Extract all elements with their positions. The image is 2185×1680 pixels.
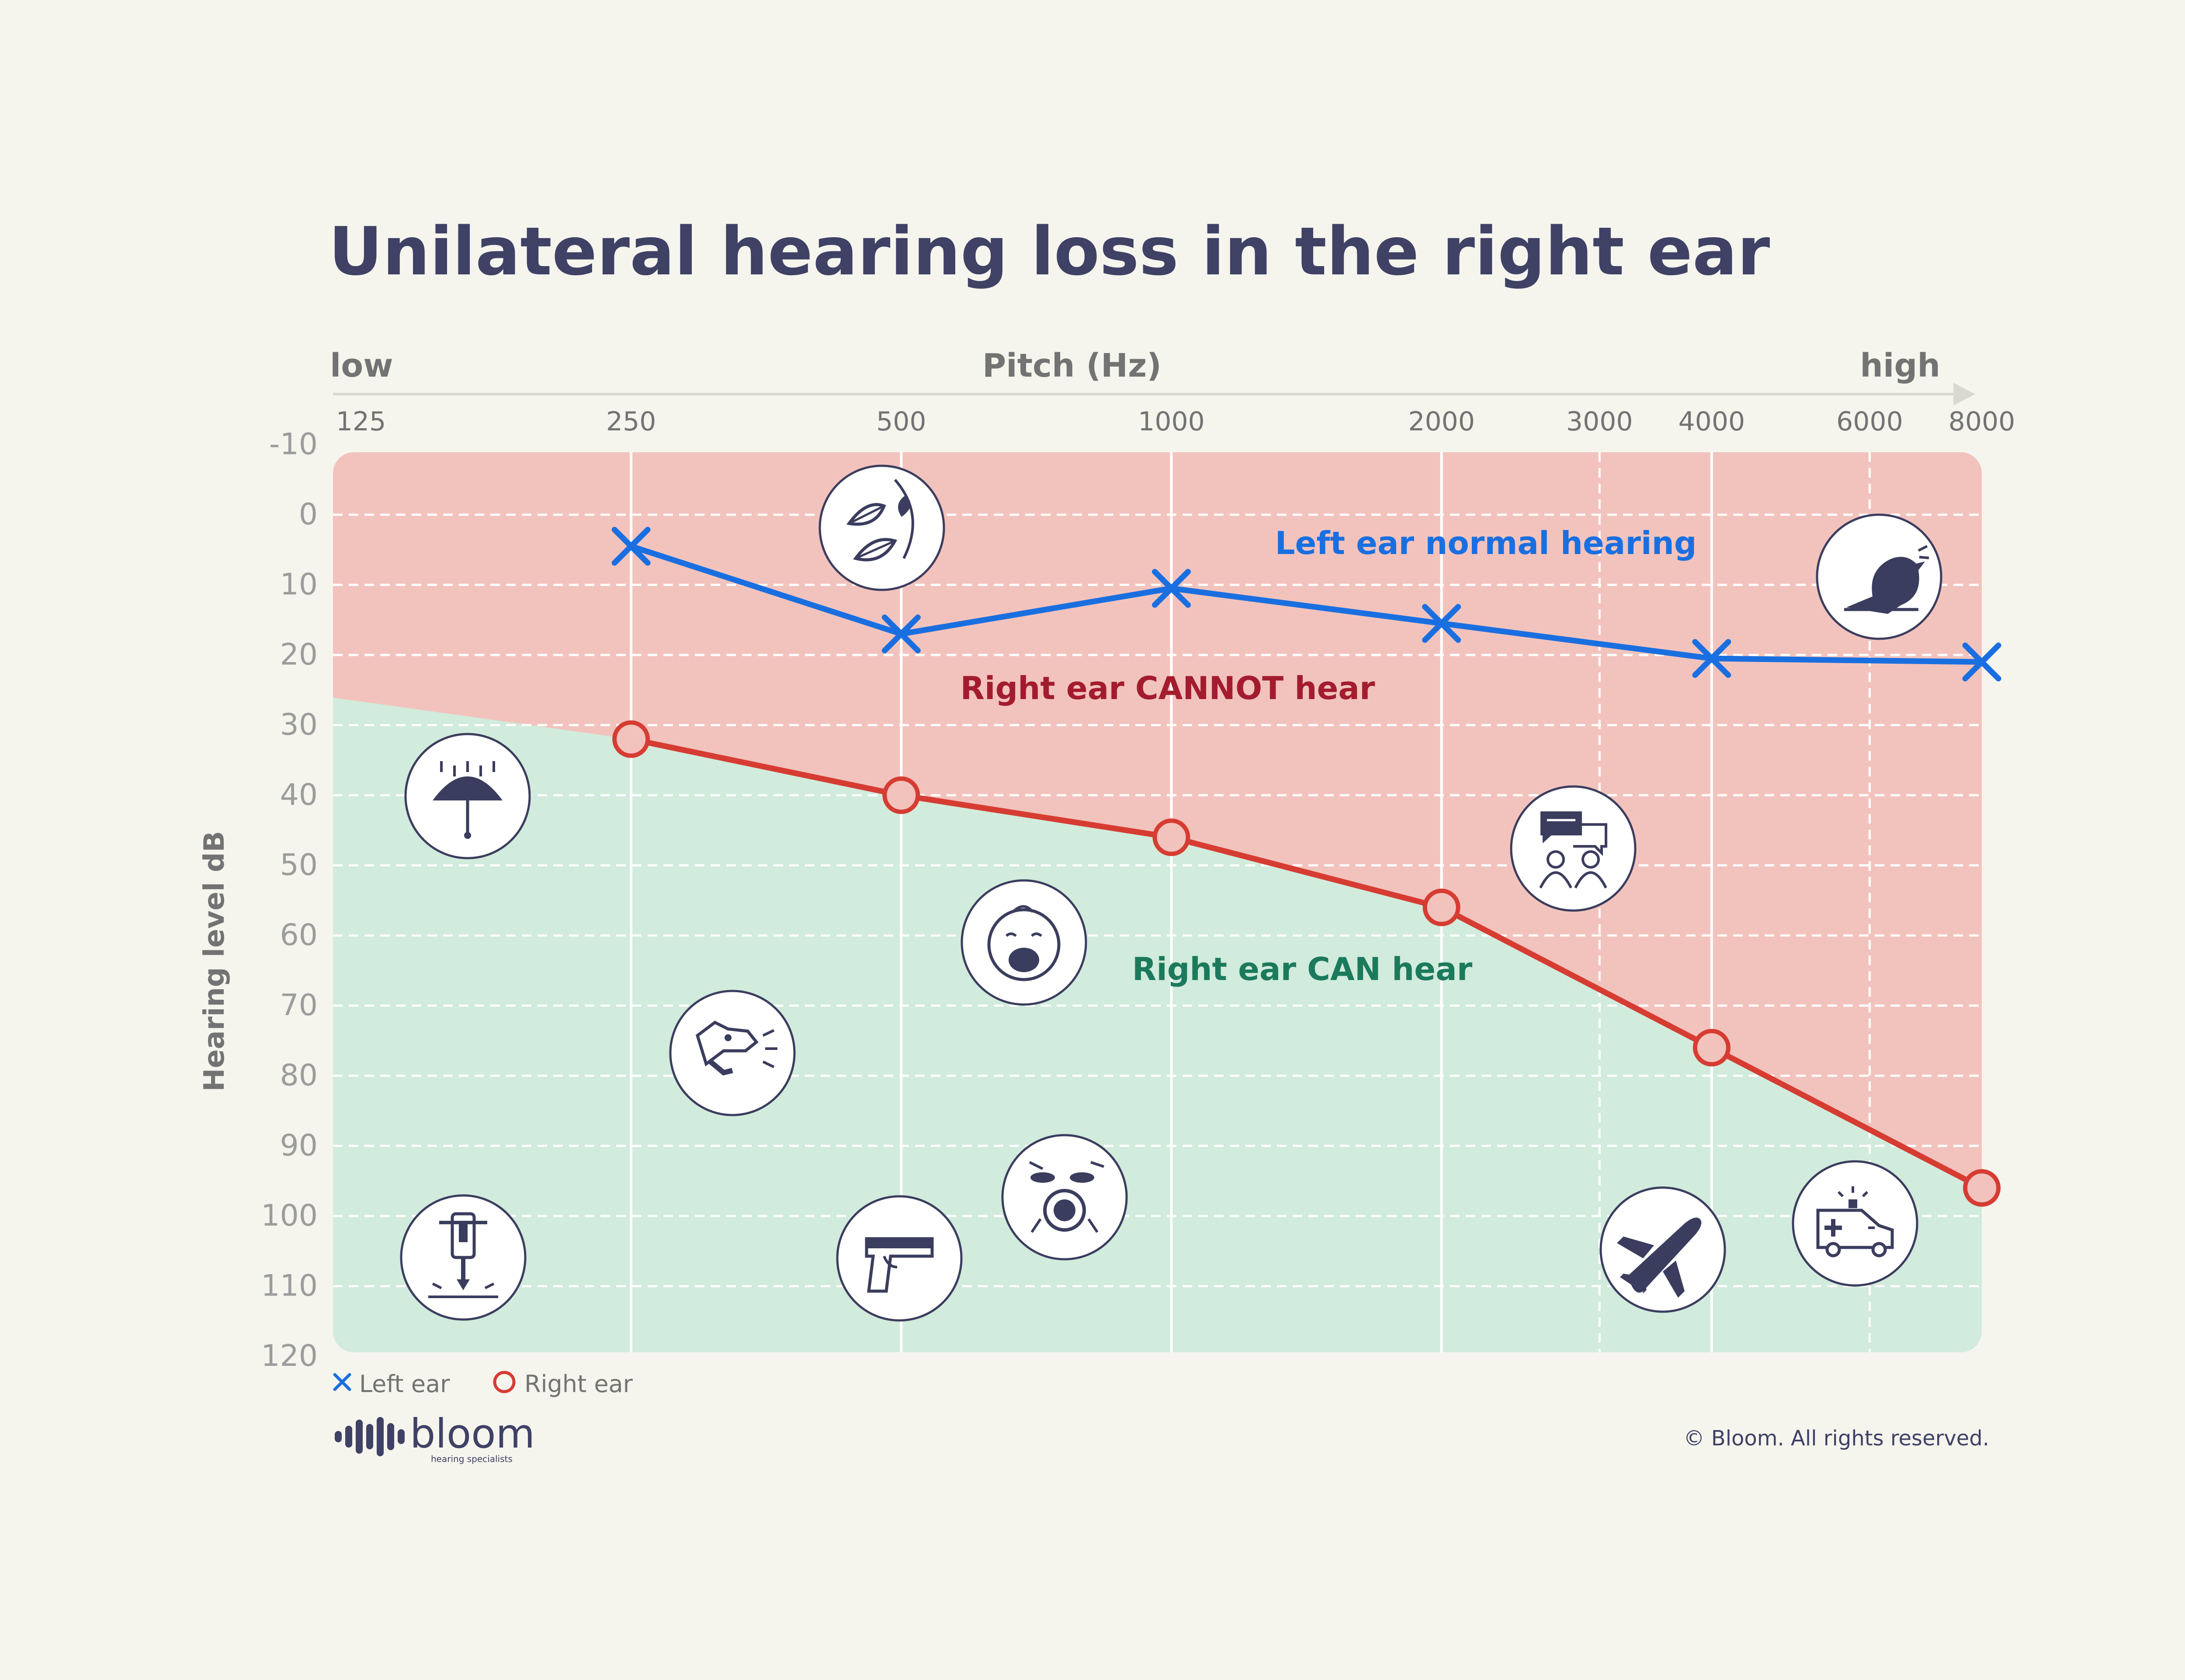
can-hear-label: Right ear CAN hear — [1132, 951, 1473, 987]
airplane-icon — [1599, 1186, 1726, 1313]
left-ear-normal-label: Left ear normal hearing — [1275, 525, 1697, 561]
right-ear-point — [1693, 1029, 1731, 1067]
x-axis-title: Pitch (Hz) — [982, 347, 1162, 384]
bloom-logo: bloom hearing specialists — [335, 1410, 535, 1464]
left-ear-point — [1692, 639, 1731, 678]
series-layer — [611, 527, 2001, 1207]
bloom-waveform-icon — [335, 1417, 405, 1456]
y-tick-label: 80 — [280, 1058, 318, 1093]
y-tick-label: 10 — [280, 568, 318, 602]
right-ear-point — [882, 776, 920, 814]
x-axis-high-label: high — [1860, 347, 1940, 384]
ambulance-icon — [1792, 1160, 1918, 1287]
y-tick-label: 0 — [299, 497, 318, 532]
y-axis-title: Hearing level dB — [198, 831, 231, 1092]
y-tick-label: 100 — [261, 1199, 318, 1233]
x-tick-label: 1000 — [1138, 406, 1205, 437]
legend-left-ear-label: Left ear — [359, 1370, 450, 1398]
x-tick-label: 2000 — [1408, 406, 1475, 437]
x-axis-arrowhead — [1953, 383, 1975, 405]
y-tick-label: 40 — [280, 778, 318, 812]
legend-right-ear-marker — [493, 1371, 516, 1393]
barking-dog-icon — [669, 990, 796, 1116]
left-ear-point — [881, 614, 921, 654]
sound-icons — [400, 464, 1942, 1322]
rain-umbrella-icon — [404, 733, 531, 859]
left-ear-point — [611, 527, 651, 566]
cannot-hear-label: Right ear CANNOT hear — [960, 670, 1375, 707]
left-ear-point — [1962, 642, 2001, 682]
brand-name: bloom — [410, 1410, 535, 1457]
x-tick-label: 250 — [606, 406, 656, 437]
horizontal-grid — [333, 513, 1982, 1287]
left-ear-point — [1422, 604, 1461, 643]
right-ear-line — [630, 736, 1983, 1191]
leaves-icon — [819, 464, 945, 591]
x-tick-label: 125 — [336, 406, 386, 437]
legend: Left ear Right ear — [333, 1370, 633, 1398]
crying-baby-icon — [961, 879, 1087, 1006]
x-axis-low-label: low — [330, 347, 393, 384]
y-axis-ticks: -10 0 10 20 30 40 50 60 70 80 90 100 110 120 — [261, 427, 318, 1374]
right-ear-point — [1152, 818, 1190, 856]
gun-icon — [836, 1195, 963, 1322]
brand-subtitle: hearing specialists — [431, 1454, 513, 1464]
copyright: © Bloom. All rights reserved. — [1684, 1426, 1990, 1451]
left-ear-series — [611, 527, 2001, 682]
y-tick-label: 70 — [280, 988, 318, 1023]
chart-title: Unilateral hearing loss in the right ear — [329, 213, 1770, 290]
x-tick-label: 8000 — [1949, 406, 2015, 437]
legend-right-ear-label: Right ear — [524, 1370, 633, 1398]
y-tick-label: 120 — [261, 1339, 318, 1373]
y-tick-label: 110 — [261, 1269, 318, 1303]
y-tick-label: 50 — [280, 848, 318, 883]
right-ear-point — [612, 720, 650, 758]
bird-icon — [1816, 513, 1942, 640]
drums-icon — [1001, 1134, 1128, 1261]
y-tick-label: 60 — [280, 918, 318, 953]
right-ear-point — [1422, 888, 1460, 926]
x-tick-label: 500 — [876, 406, 926, 437]
right-ear-can-hear-region — [333, 697, 1982, 1352]
right-ear-point — [1963, 1169, 2001, 1207]
left-ear-line — [630, 544, 1982, 665]
y-tick-label: 90 — [280, 1129, 318, 1163]
x-tick-label: 3000 — [1566, 406, 1633, 437]
y-tick-label: -10 — [269, 427, 318, 462]
legend-left-ear-marker — [333, 1373, 351, 1391]
y-tick-label: 20 — [280, 637, 318, 672]
y-tick-label: 30 — [280, 708, 318, 742]
left-ear-point — [1152, 569, 1191, 608]
jackhammer-icon — [400, 1194, 527, 1321]
x-tick-label: 4000 — [1678, 406, 1745, 437]
x-axis-ticks: 125 250 500 1000 2000 3000 4000 6000 8000 — [336, 406, 2015, 437]
right-ear-series — [612, 720, 2001, 1207]
conversation-icon — [1510, 785, 1637, 912]
x-tick-label: 6000 — [1836, 406, 1903, 437]
